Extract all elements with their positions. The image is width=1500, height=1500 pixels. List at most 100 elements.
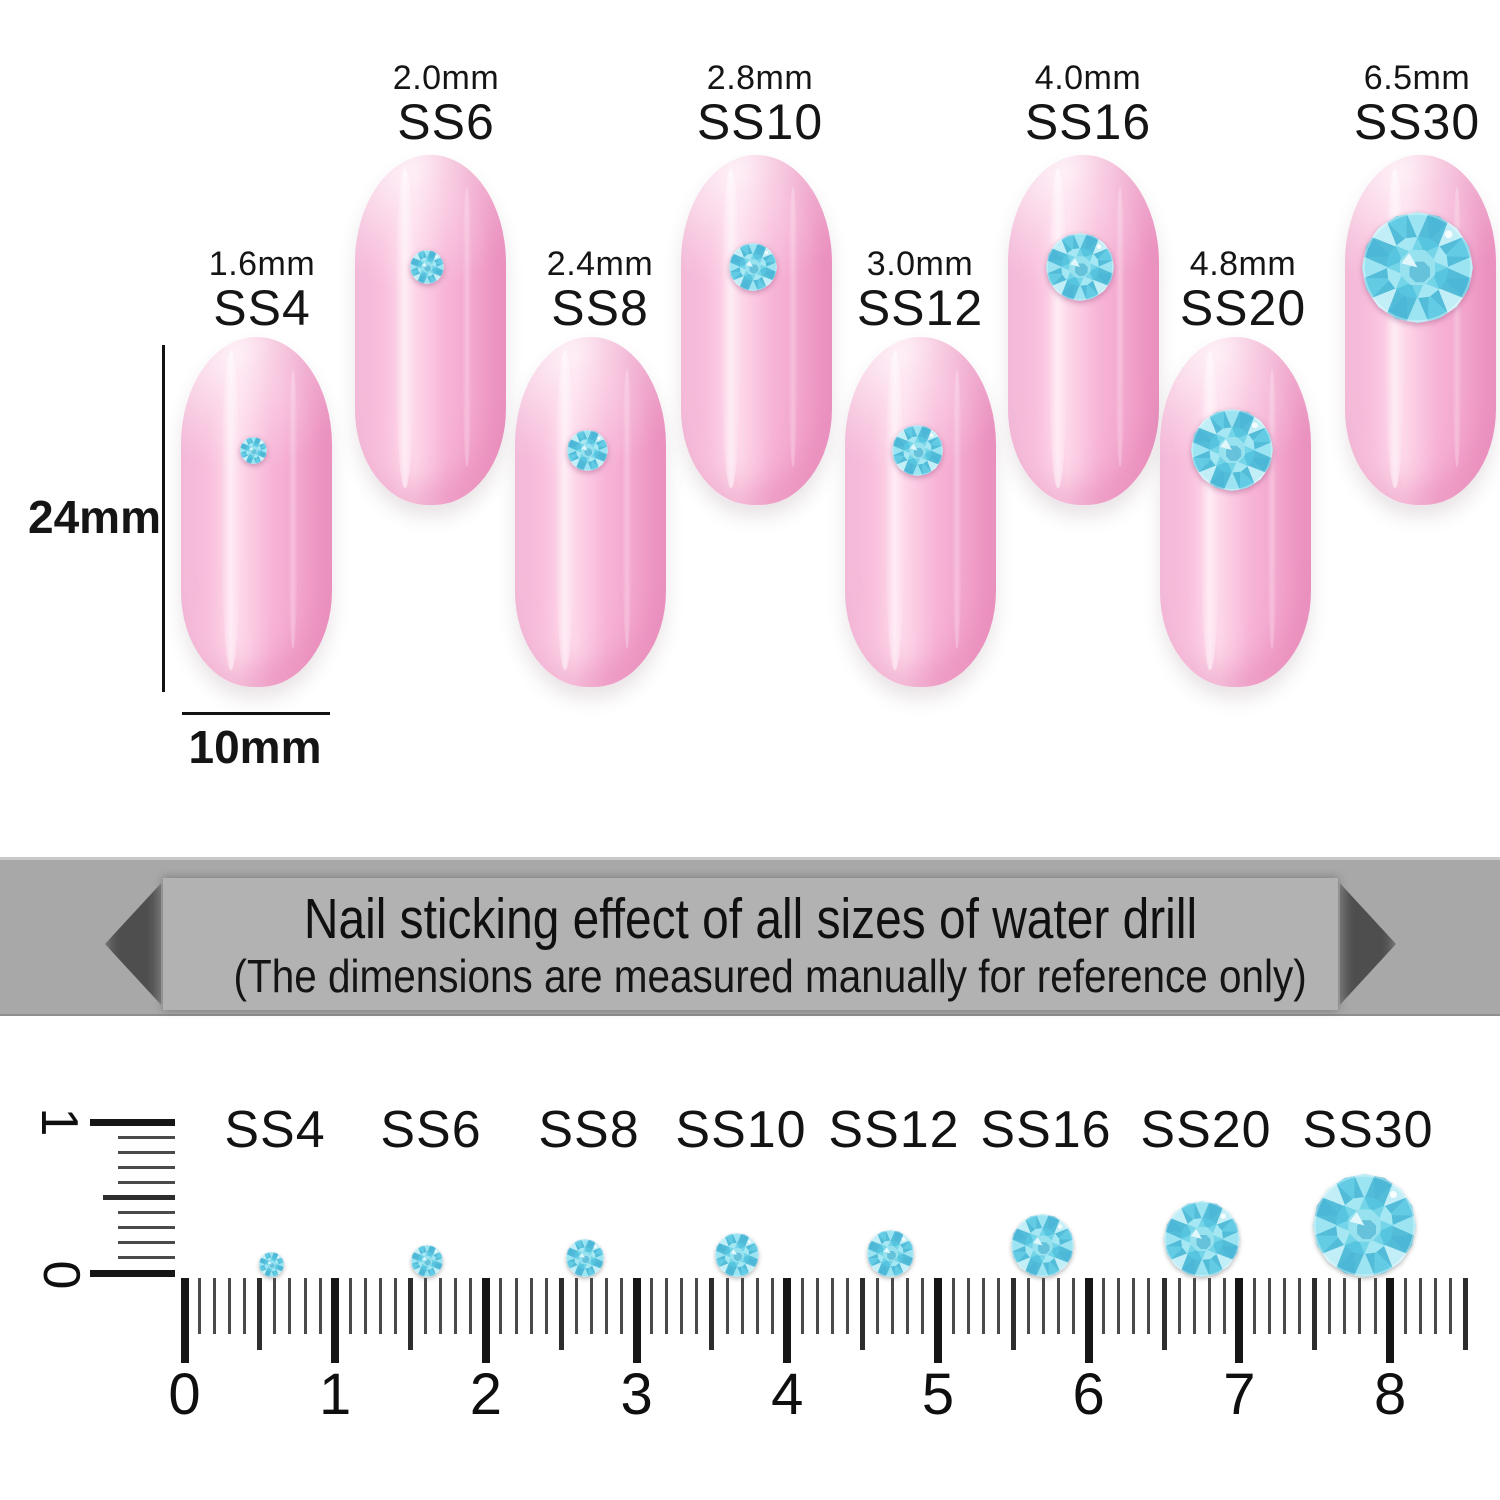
nail-photo-ss6 [354,155,506,505]
rhinestone-gem-ss16 [1046,233,1114,301]
ruler-tick [1268,1278,1272,1334]
ruler-ss-label: SS16 [980,1101,1112,1159]
ruler-tick [1177,1278,1181,1334]
vertical-ruler-tick [118,1135,175,1139]
nail-ss-label: SS6 [397,94,495,150]
ruler-tick [481,1278,490,1363]
vertical-ruler-tick [90,1269,175,1277]
nail-width-measure-line [182,712,330,715]
ruler-tick [574,1278,578,1334]
ruler-tick [800,1278,804,1334]
ruler-tick [695,1278,699,1334]
vertical-ruler-tick [118,1241,175,1245]
rhinestone-gem-ruler-ss30 [1312,1174,1416,1277]
ruler-tick [529,1278,533,1334]
ruler-tick [1102,1278,1106,1334]
ruler-tick [906,1278,910,1334]
ruler-tick [876,1278,880,1334]
nail-photo-ss10 [680,155,832,505]
gem-wrap [566,1239,604,1282]
vertical-ruler-tick [118,1226,175,1230]
ruler-tick [1328,1278,1332,1334]
vertical-ruler-number: 0 [32,1260,90,1290]
nail-mm-label: 4.8mm [1189,245,1297,283]
rhinestone-gem-ruler-ss6 [411,1245,443,1277]
ruler-ss-label: SS4 [224,1101,326,1159]
gem-wrap [1312,1174,1416,1282]
ruler-number: 3 [620,1362,653,1427]
ruler-tick [620,1278,624,1334]
ruler-tick [1192,1278,1196,1334]
nail-mm-label: 3.0mm [866,245,974,283]
ruler-tick [1386,1278,1395,1363]
nail-ss-label: SS12 [856,280,984,336]
ruler-tick [604,1278,608,1334]
ruler-tick [951,1278,955,1334]
nail-mm-label: 2.0mm [392,59,500,97]
ruler-tick [454,1278,458,1334]
ruler-tick [514,1278,518,1334]
nail-ss-label: SS8 [551,280,649,336]
ruler-tick [1403,1278,1407,1334]
gem-wrap [239,436,267,469]
ruler-tick [363,1278,367,1334]
ruler-tick [378,1278,382,1334]
ruler-number: 4 [771,1362,804,1427]
nail-size-label-ss12: 3.0mm SS12 [856,244,984,336]
gem-wrap [566,429,608,476]
ruler-tick [558,1278,564,1350]
gem-wrap [1191,409,1273,496]
ruler-number: 6 [1072,1362,1105,1427]
nail-photo-ss8 [514,337,666,687]
nail-ss-label: SS16 [1024,94,1152,150]
nail-height-measure-line [162,345,165,692]
gem-wrap [715,1233,759,1282]
rhinestone-gem-ss30 [1361,211,1473,323]
ruler-tick [1072,1278,1076,1334]
ruler-tick [981,1278,985,1334]
ruler-ss-label: SS10 [675,1101,807,1159]
ruler-number: 8 [1373,1362,1407,1427]
vertical-ruler-tick [118,1256,175,1260]
gem-wrap [1010,1214,1074,1282]
ruler-tick [213,1278,217,1334]
banner-subtitle: (The dimensions are measured manually fo… [233,950,1307,1002]
ruler-tick [846,1278,850,1334]
nail-photo-ss4 [180,337,332,687]
gem-wrap [1046,233,1114,306]
banner-panel: Nail sticking effect of all sizes of wat… [105,878,1396,1010]
ribbon-fold-right-icon [1340,883,1396,1005]
gem-wrap [1361,211,1473,328]
rhinestone-gem-ruler-ss12 [866,1230,914,1277]
nail-ss-label: SS30 [1353,94,1481,150]
vertical-ruler-number: 1 [30,1107,88,1137]
ruler-tick [318,1278,322,1334]
nail-ss-label: SS4 [213,280,311,336]
nail-ss-label: SS10 [696,94,824,150]
ruler-tick [1084,1278,1093,1363]
vertical-ruler-tick [103,1195,175,1200]
vertical-ruler-tick [118,1180,175,1184]
nail-mm-label: 4.0mm [1034,59,1142,97]
nail-size-label-ss10: 2.8mm SS10 [696,58,824,150]
rhinestone-gem-ss10 [729,243,777,291]
ruler-ss-label: SS12 [828,1101,960,1159]
ruler-tick [709,1278,715,1350]
ruler-tick [1298,1278,1302,1334]
ruler-tick [1283,1278,1287,1334]
nail-size-label-ss4: 1.6mm SS4 [209,244,315,336]
ruler-ss-label: SS8 [538,1101,640,1159]
rhinestone-gem-ruler-ss4 [258,1252,284,1277]
ruler-tick [770,1278,774,1334]
ruler-tick [1041,1278,1045,1334]
gem-wrap [1164,1201,1240,1282]
gem-wrap [866,1230,914,1282]
gem-wrap [891,424,943,481]
rhinestone-gem-ruler-ss20 [1164,1201,1240,1277]
nail-photo-ss20 [1159,337,1311,687]
gem-wrap [410,250,444,289]
ruler-tick [783,1278,792,1363]
ruler-tick [1010,1278,1016,1350]
ruler-tick [1132,1278,1136,1334]
